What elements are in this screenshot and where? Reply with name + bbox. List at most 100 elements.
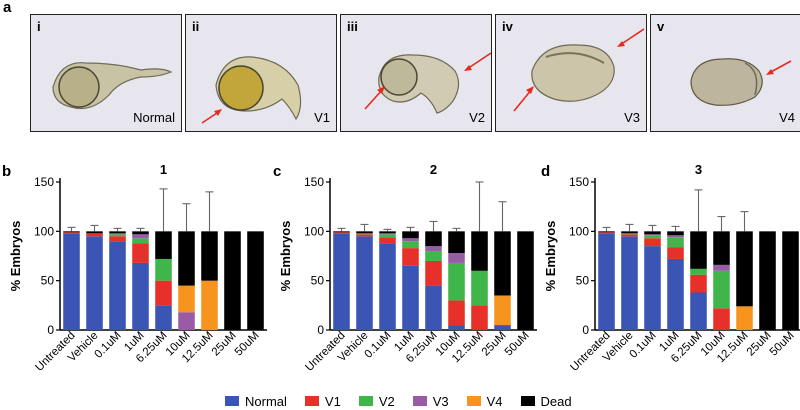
bar-segment-v1 [132, 243, 149, 263]
embryo-image-v4: v V4 [650, 14, 800, 132]
bar-segment-normal [356, 236, 373, 330]
x-tick-label: 0.1uM [628, 330, 659, 361]
bar-segment-dead [224, 231, 241, 330]
bar-segment-v2 [356, 233, 373, 235]
y-tick-label: 100 [34, 224, 54, 238]
panel-letter-d: d [541, 163, 551, 180]
bar-segment-dead [155, 231, 172, 259]
embryo-v2-drawing [364, 52, 491, 114]
bar-segment-v2 [155, 258, 172, 281]
bar-segment-dead [713, 231, 730, 265]
image-roman-label: i [37, 19, 41, 34]
embryo-image-v1: ii V1 [185, 14, 337, 132]
bar-segment-normal [621, 236, 638, 330]
bar-segment-v3 [178, 312, 195, 330]
bar-segment-normal [132, 262, 149, 330]
legend-item-v1: V1 [304, 394, 341, 409]
chart-title: 3 [695, 162, 702, 177]
bar-segment-v1 [448, 300, 465, 326]
legend-label: V4 [486, 393, 503, 409]
stacked-bar-chart-3: 3% Embryos050100150UntreatedVehicle0.1uM… [543, 162, 800, 374]
y-tick-label: 0 [47, 323, 54, 337]
bar-segment-normal [86, 236, 103, 330]
bar-segment-normal [598, 233, 615, 330]
bar-segment-v1 [379, 237, 396, 244]
bar-segment-v1 [667, 247, 684, 259]
bar-segment-dead [402, 231, 419, 239]
bar-segment-v2 [425, 251, 442, 261]
legend-item-v3: V3 [412, 393, 449, 409]
y-tick-label: 0 [317, 323, 324, 337]
bar-segment-normal [448, 325, 465, 330]
image-roman-label: ii [192, 19, 200, 34]
y-tick-label: 50 [576, 274, 590, 288]
bar-segment-v1 [644, 238, 661, 247]
x-tick-label: 0.1uM [93, 330, 124, 361]
bar-segment-v1 [425, 260, 442, 286]
legend-swatch [520, 396, 535, 406]
bar-segment-v4 [494, 295, 511, 326]
bar-segment-dead [598, 231, 615, 233]
bar-segment-v2 [448, 262, 465, 301]
y-tick-label: 100 [569, 224, 589, 238]
embryo-image-normal: i Normal [30, 14, 182, 132]
bar-segment-v1 [598, 232, 615, 234]
y-tick-label: 150 [569, 175, 589, 189]
x-tick-label: 25uM [745, 330, 774, 359]
bar-segment-v3 [109, 233, 126, 235]
bar-segment-normal [155, 305, 172, 330]
image-caption: Normal [133, 110, 175, 125]
image-caption: V1 [314, 110, 330, 125]
image-caption: V2 [469, 110, 485, 125]
bar-segment-v2 [690, 268, 707, 275]
bar-segment-dead [690, 231, 707, 269]
bar-segment-v3 [448, 253, 465, 263]
x-tick-label: 50uM [233, 330, 262, 359]
legend-swatch [358, 396, 373, 406]
image-caption: V4 [779, 110, 795, 125]
y-tick-label: 150 [34, 175, 54, 189]
chart-title: 1 [160, 162, 167, 177]
bar-segment-v2 [713, 270, 730, 309]
y-axis-label: % Embryos [543, 221, 558, 292]
legend-swatch [466, 396, 481, 406]
chart-compound-3: 3% Embryos 0 50 100 150 Untreated Vehicle 0.1uM… [540, 160, 800, 375]
y-tick-label: 100 [304, 224, 324, 238]
legend-item-normal: Normal [225, 394, 287, 409]
bar-segment-normal [667, 258, 684, 330]
bar-segment-v4 [736, 306, 753, 330]
chart-legend: Normal V1 V2 V3 V4 Dead [225, 393, 590, 409]
legend-label: V3 [432, 393, 449, 409]
panel-letter-a: a [3, 0, 12, 16]
legend-item-v4: V4 [466, 393, 503, 409]
bar-segment-dead [621, 231, 638, 234]
bar-segment-v1 [86, 233, 103, 237]
bar-segment-v1 [402, 248, 419, 266]
bar-segment-v2 [402, 241, 419, 249]
bar-segment-v1 [621, 234, 638, 237]
bar-segment-v3 [402, 238, 419, 242]
bar-segment-v1 [63, 232, 80, 234]
chart-compound-2: 2% Embryos 0 50 100 150 Untreated Vehicle 0.1uM… [275, 160, 545, 375]
bar-segment-v4 [178, 285, 195, 313]
bar-segment-dead [63, 231, 80, 233]
bar-segment-dead [86, 231, 103, 234]
bar-segment-normal [644, 246, 661, 330]
legend-item-dead: Dead [520, 394, 572, 409]
image-caption: V3 [624, 110, 640, 125]
bar-segment-v3 [713, 264, 730, 271]
bar-segment-v3 [667, 235, 684, 238]
panel-letter-b: b [2, 163, 12, 180]
bar-segment-dead [247, 231, 264, 330]
bar-segment-v3 [379, 233, 396, 235]
embryo-v4-drawing [690, 58, 792, 106]
bar-segment-dead [494, 231, 511, 296]
x-tick-label: 25uM [480, 330, 509, 359]
x-tick-label: 0.1uM [363, 330, 394, 361]
bar-segment-v2 [621, 233, 638, 235]
stacked-bar-chart-1: 1% Embryos050100150UntreatedVehicle0.1uM… [8, 162, 267, 374]
y-tick-label: 50 [41, 274, 55, 288]
bar-segment-dead [644, 231, 661, 235]
bar-segment-v1 [333, 232, 350, 234]
bar-segment-dead [109, 231, 126, 234]
